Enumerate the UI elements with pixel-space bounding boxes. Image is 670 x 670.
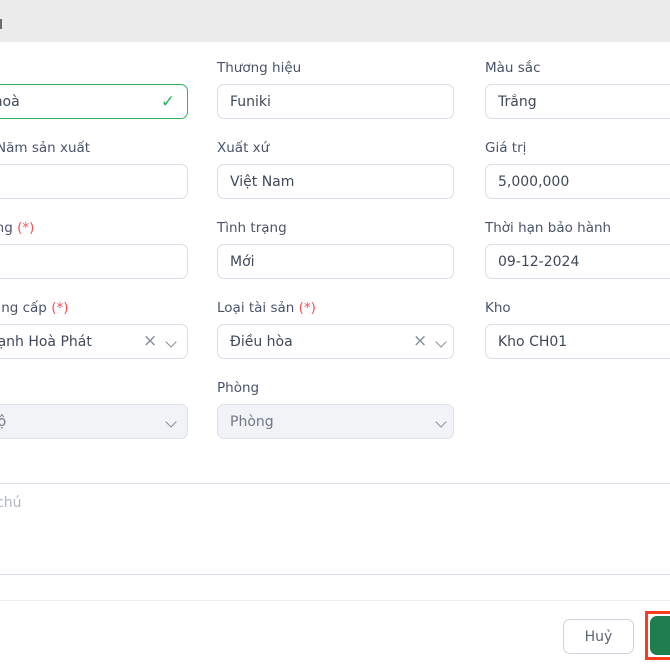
submit-button[interactable] <box>650 616 670 655</box>
supplier-label-text: Nhà cung cấp <box>0 300 47 316</box>
room-select: Phòng <box>217 404 454 439</box>
cancel-button[interactable]: Huỷ <box>563 619 634 654</box>
staff-select: Cán bộ <box>0 404 188 439</box>
origin-label: Xuất xứ <box>217 140 270 156</box>
color-input[interactable] <box>485 84 670 119</box>
brand-label: Thương hiệu <box>217 60 302 76</box>
asset-name-field[interactable]: Điều hoà <box>0 84 188 119</box>
asset-type-label: Loại tài sản (*) <box>217 300 316 317</box>
color-label: Màu sắc <box>485 60 541 76</box>
modal-header-bar <box>0 0 670 42</box>
staff-value: Cán bộ <box>0 414 6 430</box>
clear-icon[interactable]: × <box>413 331 428 351</box>
notes-textarea[interactable] <box>0 483 670 575</box>
asset-type-label-text: Loại tài sản <box>217 300 295 316</box>
valid-check-icon: ✓ <box>160 92 176 112</box>
asset-name-value: Điều hoà <box>0 93 20 110</box>
room-label: Phòng <box>217 380 260 396</box>
price-input[interactable] <box>485 164 670 199</box>
required-marker: (*) <box>17 220 35 236</box>
asset-type-value: Điều hòa <box>230 333 293 350</box>
warehouse-input[interactable] <box>485 324 670 359</box>
warranty-date-input[interactable] <box>485 244 670 279</box>
quantity-input[interactable] <box>0 244 188 279</box>
supplier-value: Điện lạnh Hoà Phát <box>0 333 92 350</box>
required-marker: (*) <box>51 300 69 316</box>
supplier-select[interactable]: Điện lạnh Hoà Phát <box>0 324 188 359</box>
modal-title-clipped <box>0 19 2 29</box>
year-input[interactable] <box>0 164 188 199</box>
asset-type-select[interactable]: Điều hòa <box>217 324 454 359</box>
supplier-label: Nhà cung cấp (*) <box>0 300 68 317</box>
required-marker: (*) <box>298 300 316 316</box>
clear-icon[interactable]: × <box>143 331 158 351</box>
footer-divider <box>0 600 670 601</box>
brand-input[interactable] <box>217 84 454 119</box>
condition-input[interactable] <box>217 244 454 279</box>
year-label: Năm sản xuất <box>0 140 91 156</box>
price-label: Giá trị <box>485 140 527 156</box>
origin-input[interactable] <box>217 164 454 199</box>
room-value: Phòng <box>230 413 274 430</box>
warehouse-label: Kho <box>485 300 511 316</box>
quantity-label-text: Số lượng <box>0 220 13 236</box>
warranty-label: Thời hạn bảo hành <box>485 220 612 236</box>
condition-label: Tình trạng <box>217 220 287 236</box>
quantity-label: Số lượng (*) <box>0 220 34 237</box>
